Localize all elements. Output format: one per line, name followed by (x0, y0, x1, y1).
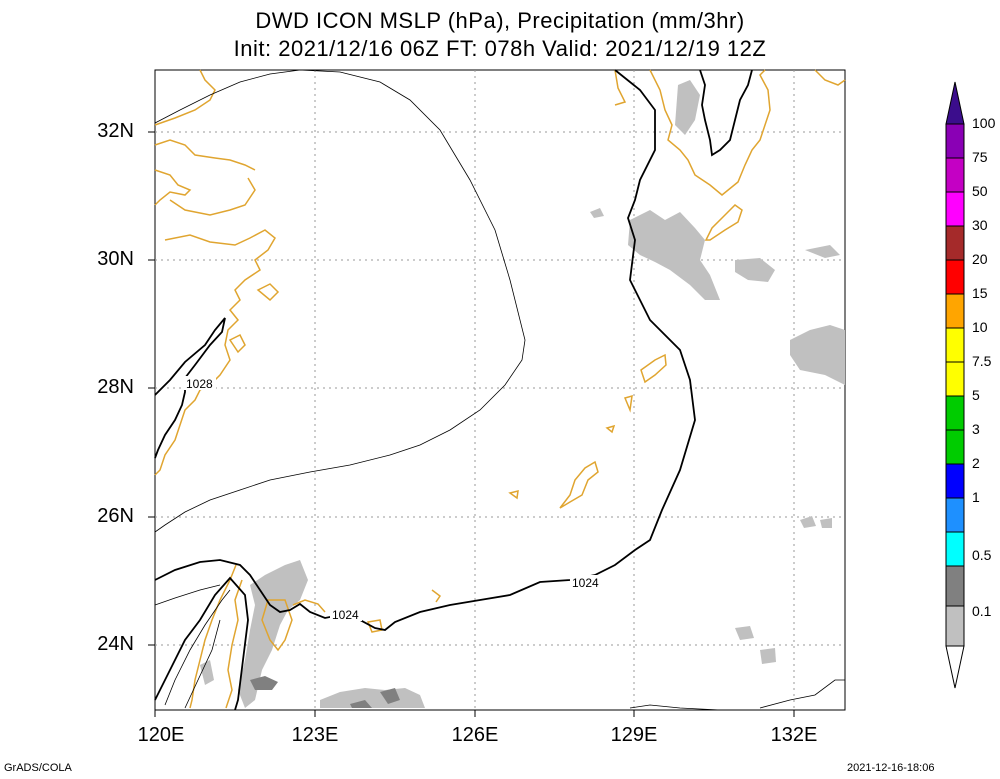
lon-label: 120E (137, 724, 185, 746)
colorbar-label: 10 (972, 319, 988, 335)
colorbar-label: 75 (972, 149, 988, 165)
axis-ticks (148, 131, 795, 717)
colorbar-label: 30 (972, 217, 988, 233)
contour-label-bg (184, 376, 216, 390)
lon-label: 123E (291, 724, 339, 746)
colorbar-bottom-arrow (945, 645, 965, 689)
plot-frame (154, 69, 846, 711)
contour-label-bg (570, 575, 602, 589)
colorbar-label: 20 (972, 251, 988, 267)
colorbar-label: 2 (972, 455, 980, 471)
isobars (154, 69, 845, 711)
lon-label: 132E (770, 724, 818, 746)
lat-label: 24N (97, 633, 134, 655)
colorbar-label: 0.5 (972, 547, 992, 563)
colorbar (945, 81, 965, 689)
colorbar-label: 15 (972, 285, 988, 301)
footer-timestamp: 2021-12-16-18:06 (847, 762, 935, 774)
map-title-line2: Init: 2021/12/16 06Z FT: 078h Valid: 202… (233, 36, 767, 61)
precip-light-areas (200, 80, 845, 708)
colorbar-label: 3 (972, 421, 980, 437)
colorbar-label: 5 (972, 387, 980, 403)
lat-label: 28N (97, 376, 134, 398)
isobar-label: 1024 (572, 576, 599, 590)
lat-label: 30N (97, 248, 134, 270)
colorbar-label: 7.5 (972, 353, 992, 369)
lon-label: 126E (451, 724, 499, 746)
coastlines (154, 69, 846, 709)
lat-label: 26N (97, 505, 134, 527)
map-title-line1: DWD ICON MSLP (hPa), Precipitation (mm/3… (255, 8, 745, 33)
contour-label-bg (330, 607, 362, 621)
colorbar-label: 50 (972, 183, 988, 199)
colorbar-label: 0.1 (972, 603, 992, 619)
lat-label: 32N (97, 120, 134, 142)
precip-medium-areas (250, 676, 400, 708)
colorbar-label: 1 (972, 489, 980, 505)
colorbar-label: 100 (972, 115, 996, 131)
isobar-label: 1028 (186, 377, 213, 391)
colorbar-top-arrow (945, 81, 965, 125)
isobar-label: 1024 (332, 608, 359, 622)
footer-credit: GrADS/COLA (4, 762, 72, 774)
lon-label: 129E (610, 724, 658, 746)
